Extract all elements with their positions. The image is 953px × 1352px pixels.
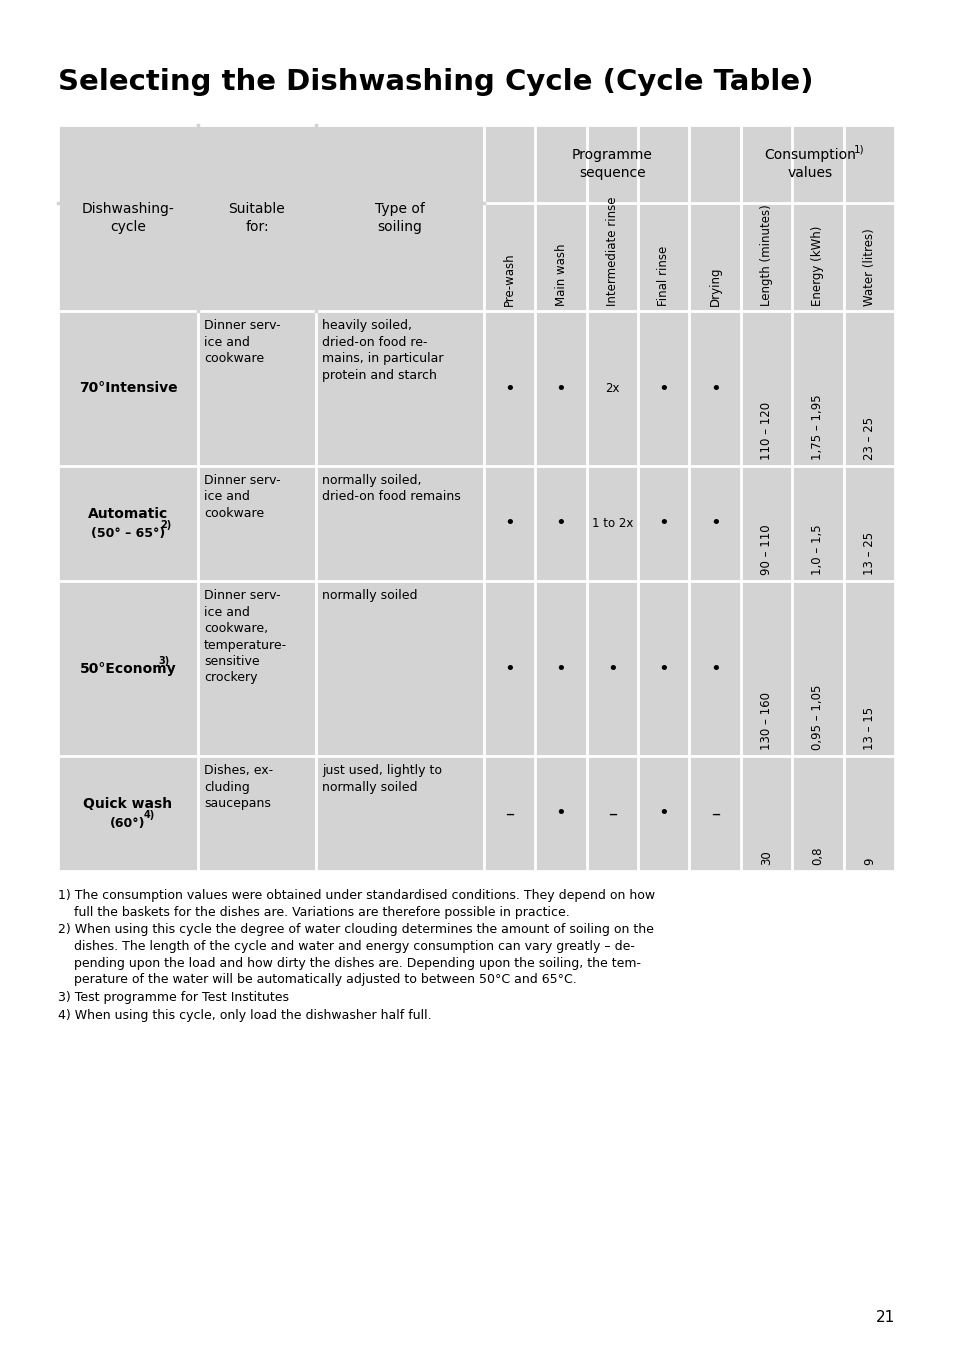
Text: •: •: [658, 515, 668, 533]
Text: –: –: [607, 804, 617, 822]
Text: •: •: [555, 660, 566, 677]
Text: 1) The consumption values were obtained under standardised conditions. They depe: 1) The consumption values were obtained …: [58, 890, 655, 919]
Text: Dinner serv-
ice and
cookware,
temperature-
sensitive
crockery: Dinner serv- ice and cookware, temperatu…: [204, 589, 287, 684]
Text: •: •: [606, 660, 618, 677]
Text: just used, lightly to
normally soiled: just used, lightly to normally soiled: [322, 764, 441, 794]
Text: 23 – 25: 23 – 25: [862, 416, 875, 460]
Text: Quick wash: Quick wash: [83, 798, 172, 811]
Text: •: •: [555, 515, 566, 533]
Text: 4): 4): [144, 810, 154, 821]
Text: 2) When using this cycle the degree of water clouding determines the amount of s: 2) When using this cycle the degree of w…: [58, 923, 653, 987]
Text: •: •: [504, 515, 515, 533]
Text: normally soiled: normally soiled: [322, 589, 417, 602]
Text: 2): 2): [160, 521, 172, 530]
Text: (50° – 65°): (50° – 65°): [91, 527, 165, 539]
Text: •: •: [555, 380, 566, 397]
Text: •: •: [709, 380, 720, 397]
Text: •: •: [658, 380, 668, 397]
Text: 2x: 2x: [604, 383, 619, 395]
Text: 1,75 – 1,95: 1,75 – 1,95: [811, 395, 823, 460]
Text: 13 – 25: 13 – 25: [862, 531, 875, 575]
Text: 110 – 120: 110 – 120: [760, 402, 772, 460]
Text: Type of
soiling: Type of soiling: [375, 201, 424, 234]
Text: Length (minutes): Length (minutes): [760, 204, 772, 306]
Text: Intermediate rinse: Intermediate rinse: [605, 196, 618, 306]
Text: Automatic: Automatic: [88, 507, 168, 522]
Text: Drying: Drying: [708, 266, 720, 306]
Text: Dinner serv-
ice and
cookware: Dinner serv- ice and cookware: [204, 475, 280, 521]
Text: Energy (kWh): Energy (kWh): [811, 226, 823, 306]
Text: Main wash: Main wash: [554, 243, 567, 306]
Text: •: •: [709, 660, 720, 677]
Text: Final rinse: Final rinse: [657, 246, 670, 306]
Text: 3) Test programme for Test Institutes: 3) Test programme for Test Institutes: [58, 991, 289, 1005]
Text: Suitable
for:: Suitable for:: [229, 201, 285, 234]
Text: 130 – 160: 130 – 160: [760, 692, 772, 750]
Text: Selecting the Dishwashing Cycle (Cycle Table): Selecting the Dishwashing Cycle (Cycle T…: [58, 68, 813, 96]
Text: 21: 21: [875, 1310, 894, 1325]
Text: Pre-wash: Pre-wash: [502, 253, 516, 306]
Bar: [58, 124, 894, 871]
Text: –: –: [505, 804, 514, 822]
Text: 50°Economy: 50°Economy: [80, 661, 176, 676]
Text: Dishes, ex-
cluding
saucepans: Dishes, ex- cluding saucepans: [204, 764, 273, 810]
Text: Consumption
values: Consumption values: [763, 147, 855, 180]
Text: 70°Intensive: 70°Intensive: [78, 381, 177, 396]
Text: •: •: [504, 380, 515, 397]
Text: 3): 3): [158, 657, 169, 667]
Text: Water (litres): Water (litres): [862, 228, 875, 306]
Text: 1): 1): [853, 145, 863, 155]
Text: •: •: [658, 660, 668, 677]
Text: 0,95 – 1,05: 0,95 – 1,05: [811, 684, 823, 750]
Text: 9: 9: [862, 857, 875, 865]
Text: Dishwashing-
cycle: Dishwashing- cycle: [82, 201, 174, 234]
Text: 0,8: 0,8: [811, 846, 823, 865]
Text: heavily soiled,
dried-on food re-
mains, in particular
protein and starch: heavily soiled, dried-on food re- mains,…: [322, 319, 443, 381]
Text: •: •: [555, 804, 566, 822]
Text: Programme
sequence: Programme sequence: [572, 147, 652, 180]
Text: 4) When using this cycle, only load the dishwasher half full.: 4) When using this cycle, only load the …: [58, 1009, 431, 1022]
Text: •: •: [504, 660, 515, 677]
Text: 90 – 110: 90 – 110: [760, 525, 772, 575]
Text: •: •: [658, 804, 668, 822]
Text: normally soiled,
dried-on food remains: normally soiled, dried-on food remains: [322, 475, 460, 503]
Text: –: –: [710, 804, 719, 822]
Text: 30: 30: [760, 850, 772, 865]
Text: Dinner serv-
ice and
cookware: Dinner serv- ice and cookware: [204, 319, 280, 365]
Text: 13 – 15: 13 – 15: [862, 707, 875, 750]
Text: 1,0 – 1,5: 1,0 – 1,5: [811, 525, 823, 575]
Text: (60°): (60°): [111, 817, 146, 830]
Text: •: •: [709, 515, 720, 533]
Text: 1 to 2x: 1 to 2x: [591, 516, 633, 530]
